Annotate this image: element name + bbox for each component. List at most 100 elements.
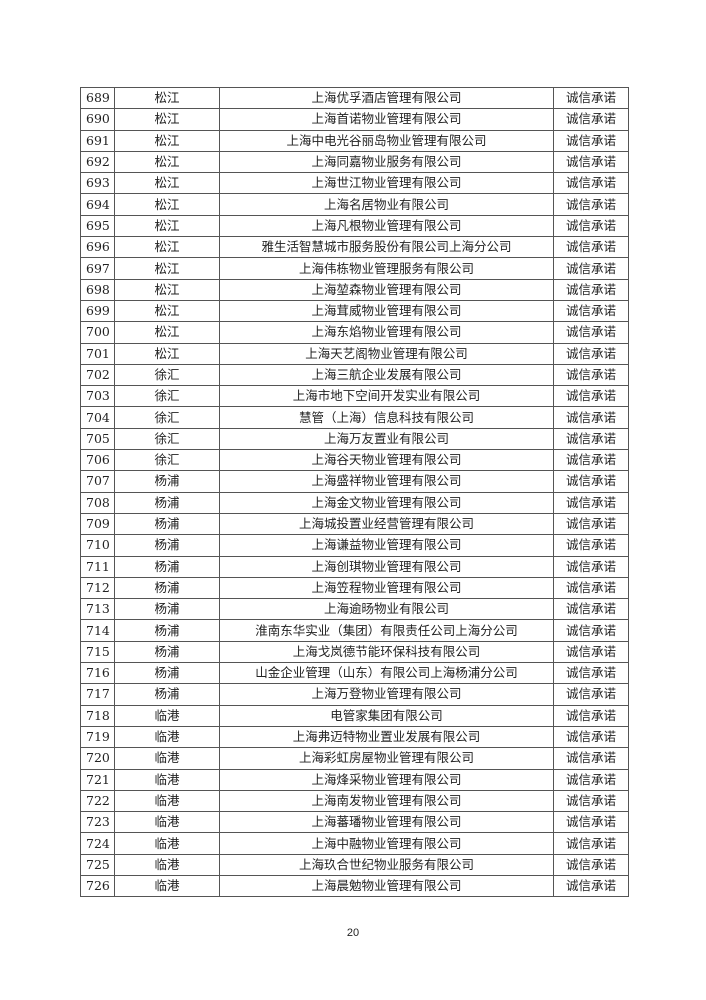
- table-row: 695 松江 上海凡根物业管理有限公司 诚信承诺: [80, 214, 629, 238]
- row-number: 726: [80, 874, 115, 898]
- table-row: 705 徐汇 上海万友置业有限公司 诚信承诺: [80, 427, 629, 451]
- district-cell: 松江: [114, 108, 220, 131]
- company-name-cell: 上海谷天物业管理有限公司: [219, 449, 554, 472]
- row-number: 719: [80, 725, 115, 749]
- company-name-cell: 上海市地下空间开发实业有限公司: [219, 385, 554, 408]
- table-row: 715 杨浦 上海戈岚德节能环保科技有限公司 诚信承诺: [80, 640, 629, 664]
- row-number: 707: [80, 470, 115, 493]
- row-number: 697: [80, 257, 115, 280]
- table-row: 706 徐汇 上海谷天物业管理有限公司 诚信承诺: [80, 449, 629, 472]
- status-cell: 诚信承诺: [553, 86, 629, 110]
- company-name-cell: 上海盛祥物业管理有限公司: [219, 470, 554, 493]
- row-number: 706: [80, 449, 115, 472]
- table-row: 723 临港 上海蕃璠物业管理有限公司 诚信承诺: [80, 811, 629, 834]
- status-cell: 诚信承诺: [553, 321, 629, 344]
- table-row: 690 松江 上海首诺物业管理有限公司 诚信承诺: [80, 108, 629, 131]
- table-row: 721 临港 上海烽采物业管理有限公司 诚信承诺: [80, 768, 629, 791]
- company-name-cell: 上海天艺阁物业管理有限公司: [219, 342, 554, 365]
- row-number: 701: [80, 342, 115, 365]
- status-cell: 诚信承诺: [553, 576, 629, 600]
- company-name-cell: 上海弗迈特物业置业发展有限公司: [219, 725, 554, 749]
- status-cell: 诚信承诺: [553, 299, 629, 323]
- status-cell: 诚信承诺: [553, 789, 629, 813]
- district-cell: 松江: [114, 278, 220, 301]
- district-cell: 杨浦: [114, 598, 220, 621]
- row-number: 690: [80, 108, 115, 131]
- row-number: 705: [80, 427, 115, 451]
- status-cell: 诚信承诺: [553, 768, 629, 791]
- district-cell: 临港: [114, 768, 220, 791]
- district-cell: 徐汇: [114, 427, 220, 451]
- district-cell: 徐汇: [114, 363, 220, 387]
- table-row: 696 松江 雅生活智慧城市服务股份有限公司上海分公司 诚信承诺: [80, 236, 629, 259]
- status-cell: 诚信承诺: [553, 683, 629, 706]
- district-cell: 杨浦: [114, 470, 220, 493]
- page-number: 20: [346, 927, 360, 939]
- table-row: 692 松江 上海同嘉物业服务有限公司 诚信承诺: [80, 150, 629, 174]
- table-row: 711 杨浦 上海创琪物业管理有限公司 诚信承诺: [80, 555, 629, 578]
- table-row: 708 杨浦 上海金文物业管理有限公司 诚信承诺: [80, 491, 629, 514]
- status-cell: 诚信承诺: [553, 236, 629, 259]
- row-number: 702: [80, 363, 115, 387]
- status-cell: 诚信承诺: [553, 640, 629, 664]
- company-name-cell: 上海谦益物业管理有限公司: [219, 534, 554, 557]
- table-row: 720 临港 上海彩虹房屋物业管理有限公司 诚信承诺: [80, 747, 629, 770]
- company-name-cell: 上海南发物业管理有限公司: [219, 789, 554, 813]
- row-number: 700: [80, 321, 115, 344]
- company-name-cell: 上海同嘉物业服务有限公司: [219, 150, 554, 174]
- company-name-cell: 上海世江物业管理有限公司: [219, 172, 554, 195]
- table-row: 717 杨浦 上海万登物业管理有限公司 诚信承诺: [80, 683, 629, 706]
- table-row: 710 杨浦 上海谦益物业管理有限公司 诚信承诺: [80, 534, 629, 557]
- company-name-cell: 上海中融物业管理有限公司: [219, 832, 554, 855]
- table-row: 712 杨浦 上海笠程物业管理有限公司 诚信承诺: [80, 576, 629, 600]
- table-row: 719 临港 上海弗迈特物业置业发展有限公司 诚信承诺: [80, 725, 629, 749]
- district-cell: 临港: [114, 874, 220, 898]
- company-name-cell: 上海晨勉物业管理有限公司: [219, 874, 554, 898]
- row-number: 724: [80, 832, 115, 855]
- table-row: 697 松江 上海伟栋物业管理服务有限公司 诚信承诺: [80, 257, 629, 280]
- table-row: 689 松江 上海优孚酒店管理有限公司 诚信承诺: [80, 86, 629, 110]
- table-row: 718 临港 电管家集团有限公司 诚信承诺: [80, 704, 629, 727]
- company-name-cell: 上海万登物业管理有限公司: [219, 683, 554, 706]
- company-name-cell: 上海首诺物业管理有限公司: [219, 108, 554, 131]
- row-number: 711: [80, 555, 115, 578]
- district-cell: 松江: [114, 193, 220, 216]
- company-name-cell: 上海戈岚德节能环保科技有限公司: [219, 640, 554, 664]
- row-number: 725: [80, 853, 115, 876]
- table-row: 702 徐汇 上海三航企业发展有限公司 诚信承诺: [80, 363, 629, 387]
- district-cell: 临港: [114, 704, 220, 727]
- status-cell: 诚信承诺: [553, 747, 629, 770]
- district-cell: 杨浦: [114, 512, 220, 536]
- table-row: 724 临港 上海中融物业管理有限公司 诚信承诺: [80, 832, 629, 855]
- status-cell: 诚信承诺: [553, 874, 629, 898]
- table-row: 704 徐汇 慧管（上海）信息科技有限公司 诚信承诺: [80, 406, 629, 429]
- row-number: 714: [80, 619, 115, 642]
- status-cell: 诚信承诺: [553, 832, 629, 855]
- status-cell: 诚信承诺: [553, 193, 629, 216]
- company-name-cell: 上海创琪物业管理有限公司: [219, 555, 554, 578]
- status-cell: 诚信承诺: [553, 853, 629, 876]
- table-row: 713 杨浦 上海逾旸物业有限公司 诚信承诺: [80, 598, 629, 621]
- company-name-cell: 上海笠程物业管理有限公司: [219, 576, 554, 600]
- district-cell: 杨浦: [114, 491, 220, 514]
- district-cell: 杨浦: [114, 640, 220, 664]
- district-cell: 杨浦: [114, 662, 220, 685]
- row-number: 717: [80, 683, 115, 706]
- status-cell: 诚信承诺: [553, 662, 629, 685]
- table-row: 714 杨浦 淮南东华实业（集团）有限责任公司上海分公司 诚信承诺: [80, 619, 629, 642]
- company-name-cell: 上海城投置业经营管理有限公司: [219, 512, 554, 536]
- table-row: 725 临港 上海玖合世纪物业服务有限公司 诚信承诺: [80, 853, 629, 876]
- company-name-cell: 慧管（上海）信息科技有限公司: [219, 406, 554, 429]
- company-name-cell: 上海彩虹房屋物业管理有限公司: [219, 747, 554, 770]
- status-cell: 诚信承诺: [553, 172, 629, 195]
- status-cell: 诚信承诺: [553, 725, 629, 749]
- status-cell: 诚信承诺: [553, 363, 629, 387]
- company-name-cell: 上海名居物业有限公司: [219, 193, 554, 216]
- table-row: 694 松江 上海名居物业有限公司 诚信承诺: [80, 193, 629, 216]
- district-cell: 临港: [114, 725, 220, 749]
- district-cell: 徐汇: [114, 406, 220, 429]
- table-row: 707 杨浦 上海盛祥物业管理有限公司 诚信承诺: [80, 470, 629, 493]
- district-cell: 临港: [114, 832, 220, 855]
- company-name-cell: 上海烽采物业管理有限公司: [219, 768, 554, 791]
- row-number: 696: [80, 236, 115, 259]
